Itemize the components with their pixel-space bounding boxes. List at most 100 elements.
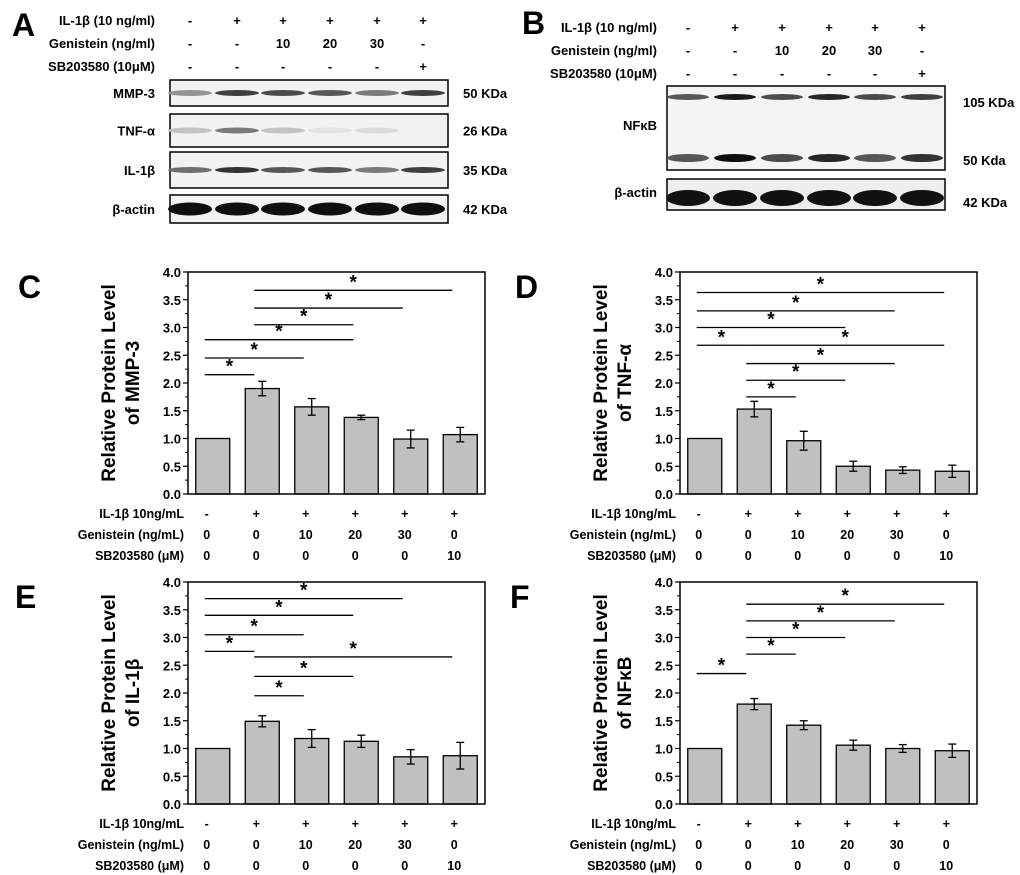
significance-star: *: [251, 340, 259, 361]
blot-row-label: MMP-3: [113, 86, 155, 101]
protein-band: [261, 127, 305, 134]
protein-band: [901, 154, 943, 162]
y-axis-label-line: Relative Protein Level: [99, 594, 120, 791]
protein-band: [714, 94, 756, 100]
protein-band: [308, 127, 352, 134]
panel-letter-b: B: [522, 5, 545, 41]
significance-star: *: [767, 310, 775, 331]
bar: [244, 387, 280, 495]
condition-value: +: [745, 817, 752, 831]
bar-chart-d: D Relative Protein Level of TNF-α 0.0 0.5 1.0…: [515, 265, 978, 563]
condition-value: +: [373, 13, 381, 28]
significance-star: *: [767, 636, 775, 657]
significance-star: *: [817, 275, 825, 296]
protein-band: [215, 167, 259, 173]
condition-value: +: [893, 507, 900, 521]
condition-value: 0: [203, 549, 210, 563]
protein-band: [261, 167, 305, 173]
condition-value: 10: [775, 43, 789, 58]
condition-value: -: [328, 59, 332, 74]
bar: [195, 437, 231, 495]
plot-frame: [187, 581, 486, 805]
y-tick-label: 2.5: [163, 658, 181, 673]
condition-value: 20: [323, 36, 337, 51]
condition-label: Genistein (ng/ml): [49, 36, 155, 51]
condition-value: 0: [203, 838, 210, 852]
significance-star: *: [842, 586, 850, 607]
condition-value: +: [233, 13, 241, 28]
y-axis-label: Relative Protein Level of IL-1β: [99, 594, 144, 791]
condition-value: +: [302, 507, 309, 521]
condition-value: -: [686, 43, 690, 58]
condition-value: +: [844, 507, 851, 521]
y-tick-label: 3.5: [163, 603, 181, 618]
condition-value: 0: [352, 549, 359, 563]
y-axis-label-line: of NFκB: [615, 657, 636, 730]
protein-band: [355, 167, 399, 173]
molecular-weight-label: 42 KDa: [463, 202, 508, 217]
significance-star: *: [275, 322, 283, 343]
blot-row-label: IL-1β: [124, 163, 155, 178]
condition-label: SB203580 (μM): [95, 549, 184, 563]
protein-band: [761, 154, 803, 162]
condition-value: 0: [253, 549, 260, 563]
plot-frame: [679, 581, 978, 805]
blot-row-label: NFκB: [623, 118, 657, 133]
condition-value: +: [419, 13, 427, 28]
protein-band: [666, 190, 710, 206]
y-tick-label: 0.5: [655, 769, 673, 784]
y-tick-label: 1.0: [163, 432, 181, 447]
y-axis-label-line: Relative Protein Level: [99, 284, 120, 481]
condition-value: +: [871, 20, 879, 35]
condition-label: IL-1β 10ng/mL: [99, 817, 184, 831]
bar: [294, 406, 330, 495]
y-tick-label: 3.0: [163, 631, 181, 646]
condition-value: -: [780, 66, 784, 81]
y-tick-label: 0.0: [163, 797, 181, 812]
bar: [835, 465, 871, 495]
condition-label: IL-1β (10 ng/ml): [561, 20, 657, 35]
condition-value: +: [794, 507, 801, 521]
significance-star: *: [275, 597, 283, 618]
protein-band: [667, 154, 709, 162]
protein-band: [760, 190, 804, 206]
y-axis-label-line: of IL-1β: [123, 659, 144, 728]
condition-label: IL-1β 10ng/mL: [99, 507, 184, 521]
blot-membrane-nfkb: [666, 85, 946, 171]
condition-value: 0: [943, 838, 950, 852]
condition-value: 0: [695, 838, 702, 852]
bar: [687, 747, 723, 805]
condition-value: -: [920, 43, 924, 58]
condition-label: Genistein (ng/ml): [551, 43, 657, 58]
panel-letter: C: [18, 269, 41, 305]
significance-star: *: [275, 678, 283, 699]
y-tick-label: 3.5: [655, 293, 673, 308]
significance-star: *: [226, 633, 234, 654]
condition-label: SB203580 (μM): [587, 859, 676, 873]
significance-star: *: [842, 327, 850, 348]
protein-band: [401, 167, 445, 173]
condition-value: +: [451, 507, 458, 521]
protein-band: [808, 154, 850, 162]
y-tick-label: 1.0: [163, 742, 181, 757]
condition-value: +: [352, 507, 359, 521]
condition-value: 10: [447, 549, 461, 563]
protein-band: [714, 154, 756, 162]
condition-value: 0: [745, 838, 752, 852]
condition-label: Genistein (ng/mL): [78, 838, 184, 852]
protein-band: [900, 190, 944, 206]
condition-label: SB203580 (10μM): [48, 59, 155, 74]
condition-label: SB203580 (μM): [587, 549, 676, 563]
condition-label: SB203580 (μM): [95, 859, 184, 873]
condition-value: 0: [745, 859, 752, 873]
condition-value: -: [188, 36, 192, 51]
condition-value: +: [401, 507, 408, 521]
y-tick-label: 2.0: [655, 686, 673, 701]
significance-star: *: [792, 293, 800, 314]
significance-star: *: [300, 307, 308, 328]
condition-value: -: [235, 59, 239, 74]
condition-value: +: [745, 507, 752, 521]
bar: [885, 747, 921, 805]
condition-value: 10: [939, 859, 953, 873]
condition-label: SB203580 (10μM): [550, 66, 657, 81]
